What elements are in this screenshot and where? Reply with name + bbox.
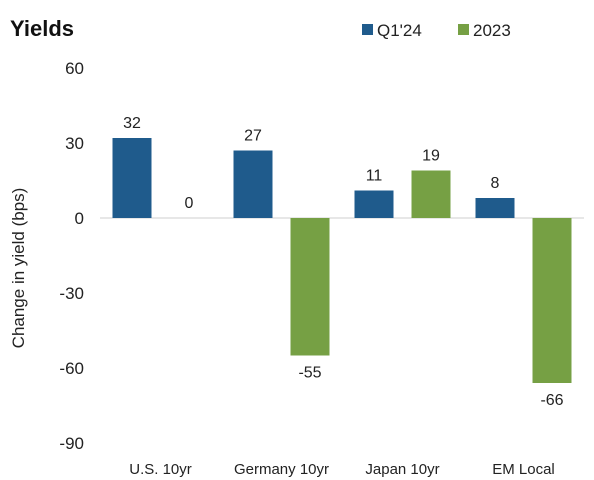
bar (112, 138, 152, 218)
x-category-label: U.S. 10yr (129, 461, 192, 478)
bar (354, 190, 394, 218)
data-labels: 32 0 27 -55 11 19 8 -66 (123, 115, 564, 409)
data-label: 8 (491, 175, 500, 192)
bar (532, 218, 572, 383)
chart-title: Yields (10, 16, 74, 41)
data-label: 27 (244, 128, 262, 145)
legend-label: Q1'24 (377, 21, 422, 40)
legend: Q1'24 2023 (362, 21, 511, 40)
x-category-label: Germany 10yr (234, 461, 329, 478)
bar (233, 150, 273, 218)
data-label: -66 (540, 392, 563, 409)
y-axis-ticks: 60 30 0 -30 -60 -90 (59, 59, 84, 453)
bar (411, 170, 451, 218)
legend-swatch (458, 24, 469, 35)
x-category-label: Japan 10yr (365, 461, 439, 478)
x-category-label: EM Local (492, 461, 555, 478)
data-label: 19 (422, 148, 440, 165)
legend-swatch (362, 24, 373, 35)
y-tick-label: -30 (59, 284, 84, 303)
y-tick-label: -90 (59, 434, 84, 453)
y-tick-label: 60 (65, 59, 84, 78)
y-tick-label: -60 (59, 359, 84, 378)
y-tick-label: 0 (75, 209, 84, 228)
data-label: 11 (366, 168, 383, 185)
x-axis-categories: U.S. 10yr Germany 10yr Japan 10yr EM Local (129, 461, 555, 478)
y-axis-label: Change in yield (bps) (9, 188, 28, 349)
bars (112, 138, 572, 383)
data-label: 0 (185, 195, 194, 212)
y-tick-label: 30 (65, 134, 84, 153)
legend-label: 2023 (473, 21, 511, 40)
data-label: 32 (123, 115, 141, 132)
bar (290, 218, 330, 356)
bar (475, 198, 515, 218)
data-label: -55 (298, 365, 321, 382)
